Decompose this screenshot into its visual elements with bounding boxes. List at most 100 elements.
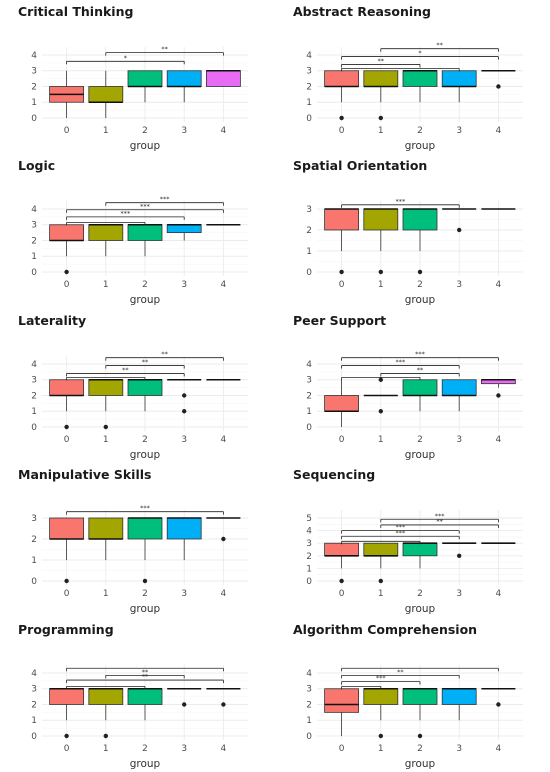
- significance-label: ***: [396, 358, 406, 366]
- box: [324, 394, 360, 412]
- significance-bracket: [341, 67, 460, 72]
- box: [363, 542, 399, 557]
- x-tick-label: 0: [64, 435, 70, 445]
- box-group-3: [441, 70, 477, 103]
- box: [363, 70, 399, 87]
- box: [127, 379, 163, 396]
- box: [88, 687, 124, 705]
- outlier-point: [496, 393, 501, 398]
- significance-bracket: ***: [341, 674, 421, 685]
- x-tick-label: 4: [221, 280, 227, 290]
- x-tick-label: 3: [456, 435, 462, 445]
- box-group-3: [442, 208, 477, 233]
- chart-title: Sequencing: [293, 467, 376, 483]
- x-tick-label: 3: [181, 126, 187, 136]
- box: [402, 542, 438, 557]
- significance-bracket: ***: [66, 203, 224, 214]
- y-tick-label: 3: [31, 514, 37, 524]
- outlier-point: [181, 701, 187, 707]
- outlier-point: [181, 393, 187, 398]
- outlier-point: [378, 377, 384, 382]
- significance-label: **: [161, 45, 168, 53]
- x-axis-title: group: [130, 294, 161, 306]
- outlier-point: [417, 270, 423, 275]
- y-tick-label: 1: [31, 407, 37, 417]
- box: [127, 687, 163, 705]
- significance-bracket: [66, 376, 146, 381]
- outlier-point: [142, 578, 148, 584]
- x-axis-title: group: [405, 140, 436, 152]
- significance-label: ***: [435, 512, 445, 520]
- y-tick-label: 4: [306, 527, 312, 537]
- chart-svg: 0 1 2 3 4 0 1 2 3 4 group *** *** ***: [31, 196, 248, 306]
- outlier-point: [456, 228, 462, 233]
- x-tick-label: 2: [417, 435, 423, 445]
- y-tick-label: 4: [306, 669, 312, 679]
- x-tick-label: 3: [456, 126, 462, 136]
- significance-label: ***: [140, 504, 150, 512]
- x-tick-label: 3: [181, 744, 187, 754]
- box-group-0: [324, 542, 360, 584]
- box-group-4: [205, 69, 241, 87]
- box: [127, 517, 163, 540]
- outlier-point: [378, 270, 384, 275]
- x-tick-label: 4: [221, 589, 227, 599]
- x-tick-label: 0: [64, 280, 70, 290]
- x-tick-label: 0: [64, 744, 70, 754]
- box: [363, 208, 399, 231]
- y-tick-label: 2: [306, 226, 312, 236]
- y-tick-label: 1: [31, 716, 37, 726]
- significance-bracket: [66, 685, 146, 689]
- y-tick-label: 2: [31, 82, 37, 92]
- significance-bracket: **: [105, 358, 185, 369]
- y-tick-label: 3: [31, 684, 37, 694]
- x-tick-label: 1: [103, 126, 109, 136]
- outlier-point: [103, 424, 109, 429]
- x-tick-label: 2: [142, 589, 148, 599]
- box-group-2: [402, 542, 438, 569]
- box-group-0: [49, 224, 85, 275]
- significance-bracket: ***: [341, 198, 460, 209]
- x-tick-label: 2: [142, 744, 148, 754]
- box-group-3: [167, 687, 202, 707]
- box-group-1: [363, 208, 399, 275]
- outlier-point: [64, 270, 69, 275]
- chart-panel: Manipulative Skills 0 1 2 3 0 1 2 3 4 group ***: [0, 463, 275, 617]
- box: [402, 70, 438, 87]
- box: [441, 70, 477, 87]
- x-tick-label: 2: [417, 126, 423, 136]
- x-tick-label: 3: [181, 589, 187, 599]
- y-tick-label: 4: [306, 360, 312, 370]
- x-tick-label: 1: [103, 744, 109, 754]
- y-tick-label: 3: [31, 376, 37, 386]
- x-tick-label: 0: [64, 126, 70, 136]
- significance-label: **: [142, 672, 149, 680]
- chart-title: Laterality: [18, 312, 87, 328]
- box-group-0: [49, 517, 85, 584]
- x-tick-label: 4: [221, 744, 227, 754]
- significance-bracket: [66, 222, 146, 226]
- significance-label: **: [397, 667, 404, 675]
- box-group-4: [206, 517, 241, 542]
- y-tick-label: 2: [306, 391, 312, 401]
- outlier-point: [456, 553, 462, 559]
- box-group-2: [127, 517, 163, 584]
- chart-title: Spatial Orientation: [293, 158, 428, 174]
- box-group-1: [363, 70, 399, 121]
- chart-title: Abstract Reasoning: [293, 4, 431, 19]
- box: [402, 687, 438, 705]
- x-tick-label: 2: [142, 280, 148, 290]
- significance-bracket: **: [380, 366, 460, 377]
- chart-panel: Programming 0 1 2 3 4 0 1 2 3 4 group ** **: [0, 618, 275, 772]
- x-tick-label: 1: [378, 126, 384, 136]
- significance-bracket: ***: [341, 350, 499, 361]
- x-axis-title: group: [130, 603, 161, 615]
- significance-label: ***: [140, 203, 150, 211]
- box-group-1: [363, 377, 398, 414]
- box-group-3: [166, 224, 202, 241]
- box: [324, 208, 360, 231]
- significance-label: *: [124, 54, 128, 62]
- box-group-0: [324, 379, 360, 427]
